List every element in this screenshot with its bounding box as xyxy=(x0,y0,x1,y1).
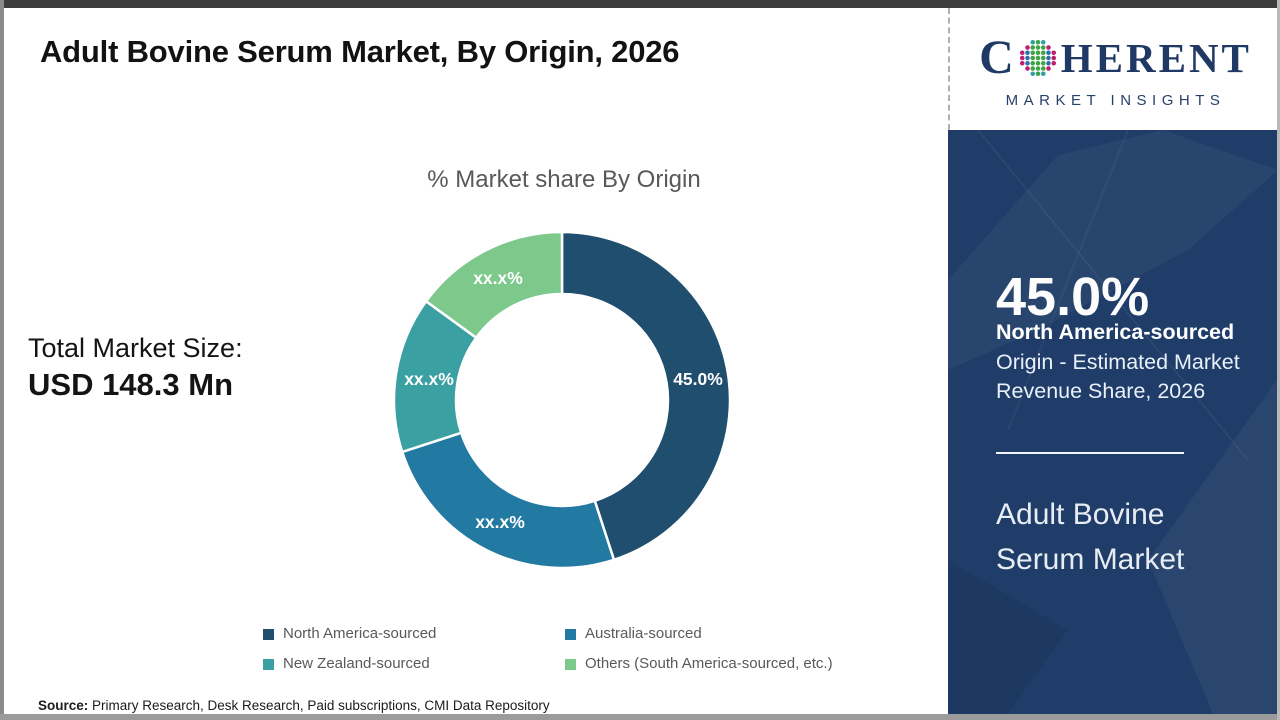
legend-item-north-america: North America-sourced xyxy=(263,625,565,643)
slice-label-new-zealand: xx.x% xyxy=(404,369,454,389)
frame-bottom-edge xyxy=(0,714,1280,720)
stat-value: 45.0% xyxy=(996,267,1150,327)
total-market-size-label: Total Market Size: xyxy=(28,333,243,363)
chart-heading: % Market share By Origin xyxy=(427,166,701,193)
frame-left-edge xyxy=(0,0,4,720)
legend-swatch-others xyxy=(565,658,576,670)
sidebar-market-name: Adult Bovine Serum Market xyxy=(996,498,1185,576)
stat-description: North America-sourced Origin - Estimated… xyxy=(996,318,1258,407)
slice-label-north-america: 45.0% xyxy=(673,369,723,389)
sidebar-divider xyxy=(996,452,1184,454)
frame-right-edge xyxy=(1277,0,1280,720)
slice-north-america xyxy=(560,230,732,562)
legend-swatch-australia xyxy=(565,628,576,640)
total-market-size-value: USD 148.3 Mn xyxy=(28,367,234,402)
slice-label-australia: xx.x% xyxy=(475,512,525,532)
source-text: Primary Research, Desk Research, Paid su… xyxy=(88,698,550,713)
slice-australia xyxy=(400,431,616,570)
legend-item-new-zealand: New Zealand-sourced xyxy=(263,655,565,673)
logo-box: C xyxy=(948,8,1277,130)
globe-dots-icon xyxy=(1019,39,1056,77)
stat-description-text: Origin - Estimated Market Revenue Share,… xyxy=(996,349,1240,404)
coherent-logo: C xyxy=(974,34,1257,82)
legend-swatch-new-zealand xyxy=(263,658,274,670)
legend-label-australia: Australia-sourced xyxy=(585,625,702,642)
main-area: Adult Bovine Serum Market, By Origin, 20… xyxy=(4,8,948,714)
logo-word-rest: HERENT xyxy=(1060,35,1252,81)
legend-item-others: Others (South America-sourced, etc.) xyxy=(565,655,833,673)
page-title: Adult Bovine Serum Market, By Origin, 20… xyxy=(40,34,680,69)
slice-label-others: xx.x% xyxy=(473,268,523,288)
legend-label-others: Others (South America-sourced, etc.) xyxy=(585,655,833,672)
legend-label-north-america: North America-sourced xyxy=(283,625,437,642)
total-market-size: Total Market Size: USD 148.3 Mn xyxy=(28,330,328,404)
legend-swatch-north-america xyxy=(263,628,274,640)
source-line: Source: Primary Research, Desk Research,… xyxy=(38,698,918,713)
stat-category: North America-sourced xyxy=(996,320,1235,344)
logo-subtitle: MARKET INSIGHTS xyxy=(1005,92,1226,109)
frame-top-edge xyxy=(0,0,1280,8)
slice-others xyxy=(424,230,564,339)
source-label: Source: xyxy=(38,698,89,713)
logo-letter-c: C xyxy=(979,31,1015,84)
sidebar-panel: 45.0% North America-sourced Origin - Est… xyxy=(948,130,1277,714)
chart-legend: North America-sourced Australia-sourced … xyxy=(263,625,833,673)
legend-item-australia: Australia-sourced xyxy=(565,625,833,643)
legend-label-new-zealand: New Zealand-sourced xyxy=(283,655,430,672)
donut-chart: 45.0% xx.x% xx.x% xx.x% xyxy=(392,230,732,570)
map-decoration xyxy=(948,130,1277,714)
